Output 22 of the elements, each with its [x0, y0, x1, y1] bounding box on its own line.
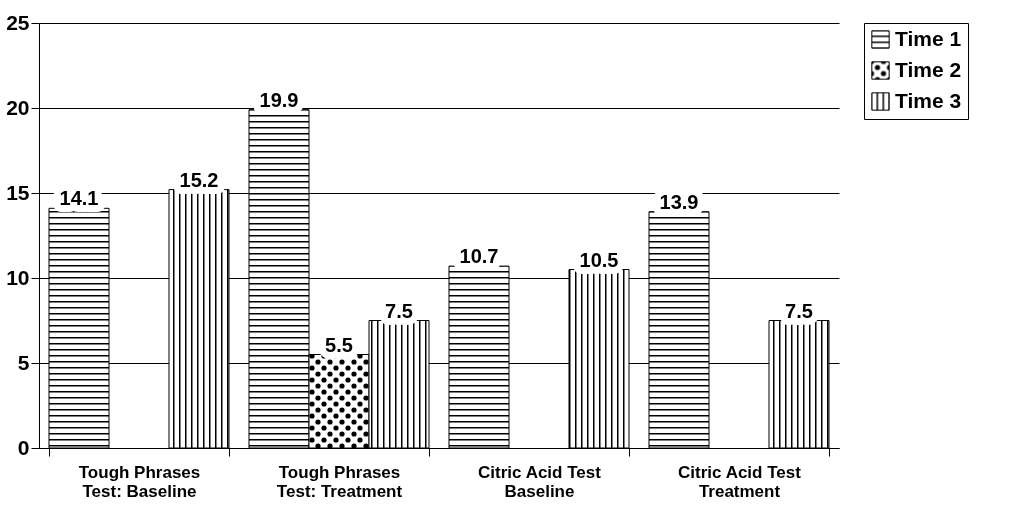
data-label: 7.5: [385, 299, 413, 322]
data-label: 15.2: [179, 168, 219, 191]
data-label: 10.7: [459, 245, 499, 268]
legend-label: Time 3: [895, 88, 962, 112]
y-tick-label: 15: [6, 180, 30, 204]
data-label: 13.9: [659, 190, 699, 213]
data-label: 5.5: [325, 333, 353, 356]
data-label: 7.5: [785, 299, 813, 322]
data-label: 14.1: [59, 187, 99, 210]
y-tick-label: 20: [6, 95, 30, 119]
y-tick-label: 10: [6, 265, 30, 289]
data-label: 10.5: [579, 248, 619, 271]
legend-label: Time 1: [895, 26, 962, 50]
y-tick-label: 0: [17, 435, 30, 459]
y-tick-label: 25: [6, 10, 30, 34]
data-label: 19.9: [259, 88, 299, 111]
x-tick-label: Citric Acid Test Treatment: [678, 462, 802, 501]
y-tick-label: 5: [17, 350, 30, 374]
x-tick-label: Tough Phrases Test: Treatment: [276, 462, 403, 501]
legend-label: Time 2: [895, 57, 962, 81]
x-tick-label: Citric Acid Test Baseline: [478, 462, 602, 501]
x-tick-label: Tough Phrases Test: Baseline: [78, 462, 201, 501]
